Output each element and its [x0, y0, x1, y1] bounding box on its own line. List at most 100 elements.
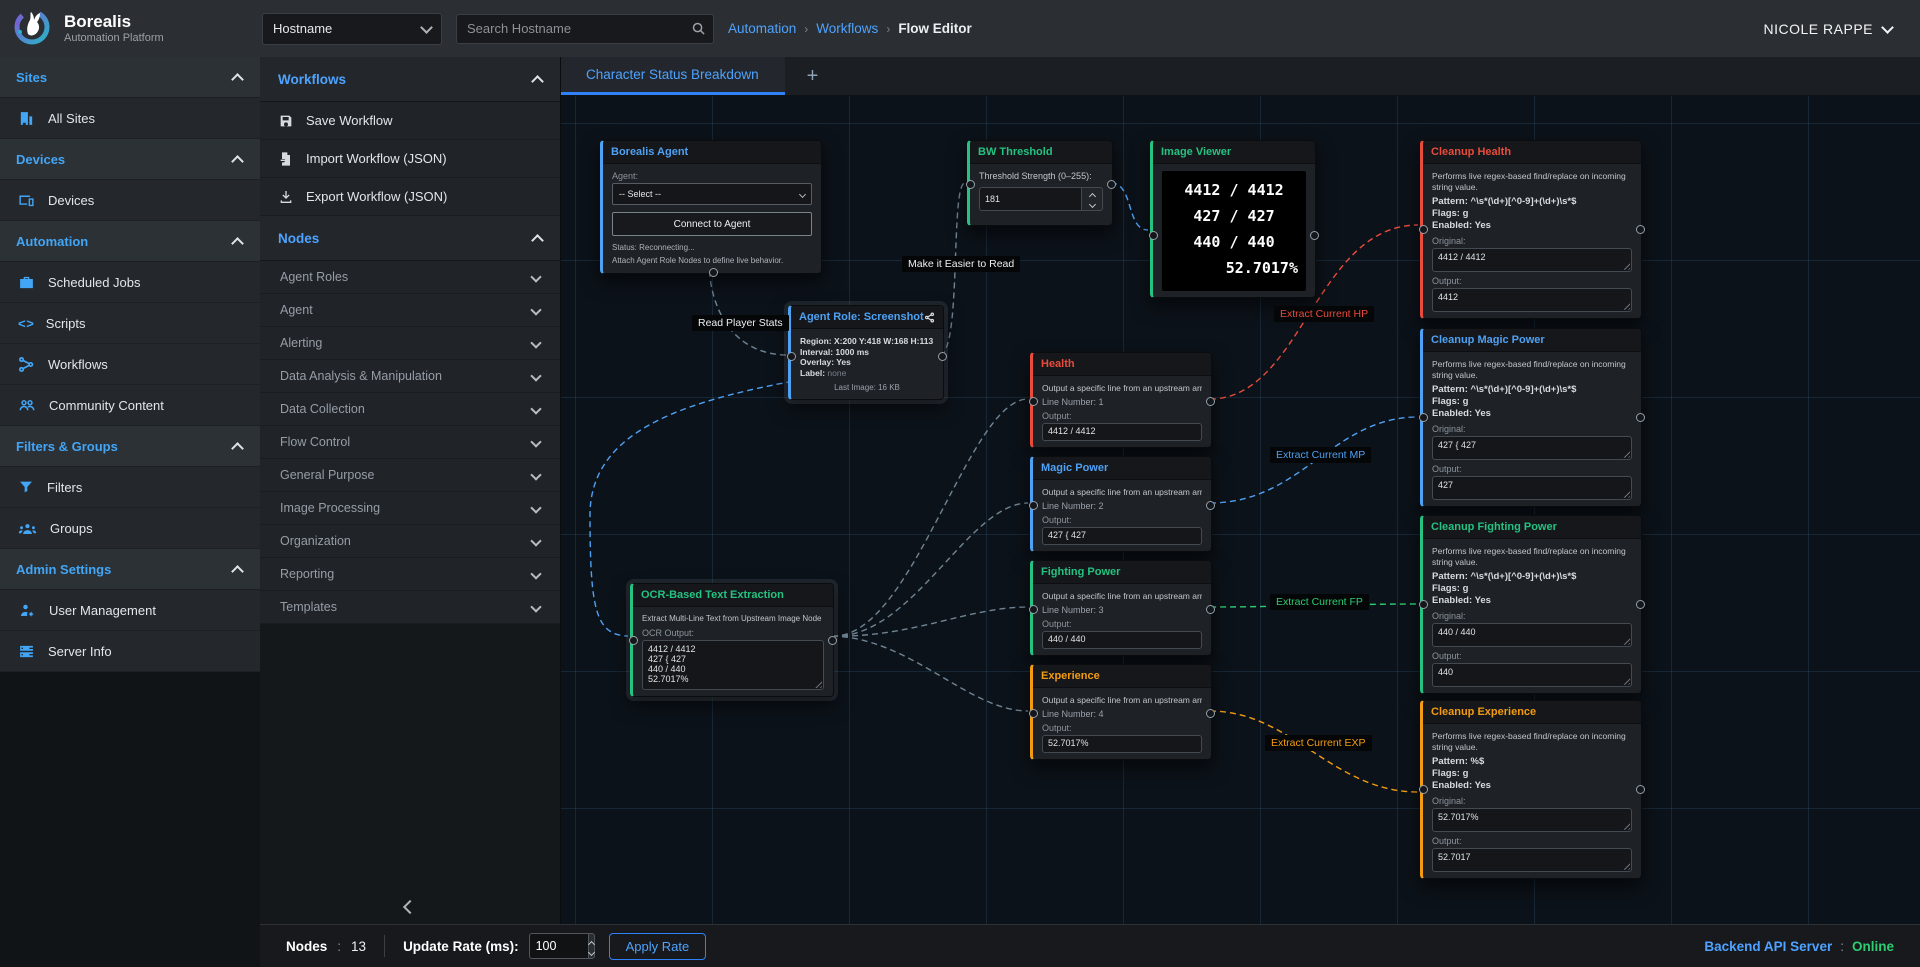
node-experience[interactable]: Experience Output a specific line from a… — [1030, 664, 1212, 760]
add-tab-button[interactable]: + — [785, 57, 841, 95]
output-handle[interactable] — [1206, 397, 1215, 406]
output-handle[interactable] — [1206, 605, 1215, 614]
ocr-output-textarea[interactable]: 4412 / 4412 427 { 427 440 / 440 52.7017% — [642, 640, 824, 690]
share-icon[interactable] — [924, 312, 935, 323]
node-category-agent-roles[interactable]: Agent Roles — [260, 261, 560, 294]
original-textarea[interactable]: 440 / 440 — [1432, 623, 1632, 647]
node-cleanup-magic-power[interactable]: Cleanup Magic Power Performs live regex-… — [1420, 328, 1642, 507]
user-menu[interactable]: NICOLE RAPPE — [1764, 21, 1892, 37]
search-input[interactable] — [456, 14, 714, 44]
collapse-panel-button[interactable] — [260, 889, 560, 925]
input-handle[interactable] — [1419, 413, 1428, 422]
original-textarea[interactable]: 52.7017% — [1432, 808, 1632, 832]
sidebar-item-server-info[interactable]: Server Info — [0, 631, 260, 672]
node-cleanup-fighting-power[interactable]: Cleanup Fighting Power Performs live reg… — [1420, 515, 1642, 694]
output-handle[interactable] — [828, 636, 837, 645]
node-category-data-analysis[interactable]: Data Analysis & Manipulation — [260, 360, 560, 393]
breadcrumb-automation[interactable]: Automation — [728, 21, 796, 36]
original-textarea[interactable]: 427 { 427 — [1432, 436, 1632, 460]
save-workflow-button[interactable]: Save Workflow — [260, 102, 560, 140]
export-workflow-button[interactable]: Export Workflow (JSON) — [260, 178, 560, 216]
edge-label-extract-current-hp[interactable]: Extract Current HP — [1274, 306, 1374, 322]
breadcrumb-workflows[interactable]: Workflows — [816, 21, 878, 36]
threshold-input[interactable]: 181 — [979, 187, 1082, 211]
original-textarea[interactable]: 4412 / 4412 — [1432, 248, 1632, 272]
edge-label-read-player-stats[interactable]: Read Player Stats — [692, 315, 789, 331]
edge-label-extract-current-fp[interactable]: Extract Current FP — [1270, 594, 1369, 610]
sidebar-item-groups[interactable]: Groups — [0, 508, 260, 549]
edge-label-extract-current-mp[interactable]: Extract Current MP — [1270, 447, 1371, 463]
output-textarea[interactable]: 4412 — [1432, 288, 1632, 312]
search-icon[interactable] — [691, 21, 706, 41]
connect-to-agent-button[interactable]: Connect to Agent — [612, 212, 812, 236]
node-cleanup-health[interactable]: Cleanup Health Performs live regex-based… — [1420, 140, 1642, 319]
output-handle[interactable] — [1636, 413, 1645, 422]
input-handle[interactable] — [1029, 501, 1038, 510]
sidebar-section-filters-groups[interactable]: Filters & Groups — [0, 426, 260, 467]
sidebar-section-admin-settings[interactable]: Admin Settings — [0, 549, 260, 590]
node-cleanup-experience[interactable]: Cleanup Experience Performs live regex-b… — [1420, 700, 1642, 879]
rate-stepper[interactable] — [588, 933, 595, 959]
sidebar-item-devices[interactable]: Devices — [0, 180, 260, 221]
node-category-agent[interactable]: Agent — [260, 294, 560, 327]
workflows-panel-header[interactable]: Workflows — [260, 57, 560, 102]
output-handle[interactable] — [938, 352, 947, 361]
input-handle[interactable] — [1029, 709, 1038, 718]
input-handle[interactable] — [629, 636, 638, 645]
node-category-data-collection[interactable]: Data Collection — [260, 393, 560, 426]
nodes-panel-header[interactable]: Nodes — [260, 216, 560, 261]
tab-character-status-breakdown[interactable]: Character Status Breakdown — [560, 57, 785, 95]
node-agent-role-screenshot[interactable]: Agent Role: Screenshot Region: X:200 Y:4… — [788, 305, 944, 400]
node-category-general-purpose[interactable]: General Purpose — [260, 459, 560, 492]
sidebar-item-workflows[interactable]: Workflows — [0, 344, 260, 385]
output-input[interactable]: 4412 / 4412 — [1042, 423, 1202, 441]
node-category-image-processing[interactable]: Image Processing — [260, 492, 560, 525]
node-bw-threshold[interactable]: BW Threshold Threshold Strength (0–255):… — [967, 140, 1113, 226]
input-handle[interactable] — [1029, 605, 1038, 614]
number-stepper[interactable] — [1082, 187, 1103, 211]
sidebar-section-automation[interactable]: Automation — [0, 221, 260, 262]
sidebar-section-devices[interactable]: Devices — [0, 139, 260, 180]
output-textarea[interactable]: 440 — [1432, 663, 1632, 687]
edge-label-make-it-easier-to-read[interactable]: Make it Easier to Read — [902, 256, 1020, 272]
node-category-reporting[interactable]: Reporting — [260, 558, 560, 591]
output-handle[interactable] — [1636, 785, 1645, 794]
node-category-flow-control[interactable]: Flow Control — [260, 426, 560, 459]
input-handle[interactable] — [787, 352, 796, 361]
output-handle[interactable] — [1107, 180, 1116, 189]
input-handle[interactable] — [1419, 785, 1428, 794]
output-textarea[interactable]: 52.7017 — [1432, 848, 1632, 872]
sidebar-item-community-content[interactable]: Community Content — [0, 385, 260, 426]
node-category-templates[interactable]: Templates — [260, 591, 560, 624]
node-fighting-power[interactable]: Fighting Power Output a specific line fr… — [1030, 560, 1212, 656]
sidebar-item-all-sites[interactable]: All Sites — [0, 98, 260, 139]
import-workflow-button[interactable]: Import Workflow (JSON) — [260, 140, 560, 178]
node-image-viewer[interactable]: Image Viewer 4412 / 4412 427 / 427 440 /… — [1150, 140, 1316, 298]
brand[interactable]: Borealis Automation Platform — [0, 4, 260, 53]
input-handle[interactable] — [1419, 600, 1428, 609]
node-health[interactable]: Health Output a specific line from an up… — [1030, 352, 1212, 448]
input-handle[interactable] — [1149, 231, 1158, 240]
output-input[interactable]: 427 { 427 — [1042, 527, 1202, 545]
output-handle[interactable] — [709, 268, 718, 277]
output-textarea[interactable]: 427 — [1432, 476, 1632, 500]
update-rate-input[interactable] — [529, 933, 588, 959]
edge-label-extract-current-exp[interactable]: Extract Current EXP — [1265, 735, 1372, 751]
hostname-dropdown[interactable]: Hostname — [262, 13, 442, 45]
node-magic-power[interactable]: Magic Power Output a specific line from … — [1030, 456, 1212, 552]
input-handle[interactable] — [966, 180, 975, 189]
sidebar-item-user-management[interactable]: User Management — [0, 590, 260, 631]
node-borealis-agent[interactable]: Borealis Agent Agent: -- Select -- Conne… — [600, 140, 822, 274]
output-input[interactable]: 440 / 440 — [1042, 631, 1202, 649]
output-handle[interactable] — [1310, 231, 1319, 240]
input-handle[interactable] — [1419, 225, 1428, 234]
output-input[interactable]: 52.7017% — [1042, 735, 1202, 753]
agent-select[interactable]: -- Select -- — [612, 183, 812, 205]
node-category-alerting[interactable]: Alerting — [260, 327, 560, 360]
sidebar-item-scripts[interactable]: < > Scripts — [0, 303, 260, 344]
node-ocr-text-extraction[interactable]: OCR-Based Text Extraction Extract Multi-… — [630, 583, 834, 697]
output-handle[interactable] — [1636, 600, 1645, 609]
output-handle[interactable] — [1636, 225, 1645, 234]
output-handle[interactable] — [1206, 709, 1215, 718]
input-handle[interactable] — [1029, 397, 1038, 406]
